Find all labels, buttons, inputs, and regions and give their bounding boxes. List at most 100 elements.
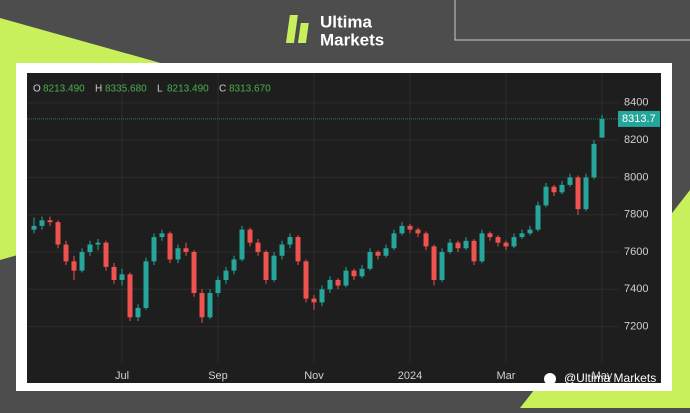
candle-body bbox=[543, 186, 549, 206]
legend-value: 8335.680 bbox=[105, 84, 147, 95]
candle-body bbox=[551, 186, 557, 193]
candle-body bbox=[279, 244, 285, 256]
candle-body bbox=[383, 248, 389, 256]
candle-body bbox=[527, 229, 533, 234]
candle-body bbox=[119, 274, 125, 280]
candle-body bbox=[247, 229, 253, 243]
candle-body bbox=[399, 225, 405, 234]
candle-body bbox=[143, 261, 149, 308]
candle-body bbox=[471, 240, 477, 262]
x-tick-label: 2024 bbox=[398, 370, 422, 382]
candle-body bbox=[87, 244, 93, 252]
plot: 7200 7400 7600 7800 8000 8200 8400 Jul Sep Nov 202… bbox=[27, 73, 660, 382]
candle-body bbox=[55, 222, 61, 245]
candle-body bbox=[303, 261, 309, 299]
candle-body bbox=[95, 242, 101, 245]
candle-body bbox=[151, 237, 157, 262]
candle-body bbox=[239, 229, 245, 260]
candle-body bbox=[31, 225, 37, 230]
candle-body bbox=[391, 233, 397, 249]
candle-body bbox=[335, 279, 341, 286]
candle-body bbox=[319, 289, 325, 303]
logo-mark bbox=[285, 15, 298, 43]
y-tick-label: 7200 bbox=[624, 320, 648, 332]
candle-body bbox=[295, 237, 301, 262]
candle-body bbox=[447, 242, 453, 252]
legend-key: C bbox=[219, 84, 226, 95]
candle-body bbox=[439, 251, 445, 280]
candle-body bbox=[215, 279, 221, 294]
candle-body bbox=[175, 248, 181, 260]
candle-body bbox=[207, 293, 213, 318]
candle-body bbox=[263, 251, 269, 280]
candle-body bbox=[159, 233, 165, 238]
x-tick-label: Jul bbox=[115, 370, 129, 382]
candle-body bbox=[271, 255, 277, 280]
y-tick-label: 7600 bbox=[624, 246, 648, 258]
candle-body bbox=[375, 251, 381, 256]
x-tick-label: May bbox=[592, 370, 613, 382]
logo-text: Ultima bbox=[320, 12, 373, 31]
last-price-tag bbox=[618, 110, 660, 127]
candle-body bbox=[311, 298, 317, 303]
watermark: @Ultima Markets bbox=[564, 371, 656, 385]
candle-body bbox=[535, 205, 541, 230]
candle-body bbox=[71, 261, 77, 271]
candle-body bbox=[231, 259, 237, 271]
candle-body bbox=[63, 244, 69, 262]
ohlc-legend: O 8213.490 H 8335.680 L 8213.490 C 8313.670 bbox=[33, 84, 271, 95]
candle-body bbox=[287, 237, 293, 245]
candle-body bbox=[559, 184, 565, 193]
candle-body bbox=[39, 220, 45, 226]
candle-body bbox=[583, 177, 589, 210]
x-tick-label: Sep bbox=[208, 370, 228, 382]
legend-value: 8213.490 bbox=[43, 84, 85, 95]
legend-key: O bbox=[33, 84, 41, 95]
candle-body bbox=[47, 220, 53, 223]
candle-body bbox=[415, 229, 421, 234]
candle-body bbox=[431, 246, 437, 280]
logo-text: Markets bbox=[320, 30, 384, 49]
candle-body bbox=[359, 268, 365, 277]
legend-key: H bbox=[95, 84, 102, 95]
candle-body bbox=[567, 177, 573, 185]
last-price-label: 8313.7 bbox=[622, 113, 656, 125]
candle-body bbox=[423, 233, 429, 247]
deco-line bbox=[454, 0, 690, 41]
candle-body bbox=[479, 233, 485, 262]
candle-body bbox=[407, 225, 413, 230]
candle-body bbox=[103, 242, 109, 267]
candle-body bbox=[351, 270, 357, 277]
y-tick-label: 7800 bbox=[624, 209, 648, 221]
candle-body bbox=[79, 251, 85, 271]
candle-body bbox=[463, 240, 469, 249]
candle-body bbox=[599, 118, 605, 138]
legend-key: L bbox=[157, 84, 163, 95]
y-tick-label: 8000 bbox=[624, 171, 648, 183]
logo-mark bbox=[297, 23, 309, 43]
candle-body bbox=[455, 242, 461, 249]
candle-body bbox=[575, 177, 581, 210]
candle-body bbox=[255, 242, 261, 252]
candle-body bbox=[127, 274, 133, 318]
candle-body bbox=[503, 242, 509, 247]
candle-body bbox=[327, 279, 333, 290]
candle-body bbox=[367, 251, 373, 269]
candle-body bbox=[223, 270, 229, 280]
candle-body bbox=[183, 248, 189, 252]
legend-value: 8213.490 bbox=[167, 84, 209, 95]
legend-value: 8313.670 bbox=[229, 84, 271, 95]
candle-body bbox=[495, 237, 501, 243]
y-tick-label: 7400 bbox=[624, 283, 648, 295]
candle-body bbox=[487, 233, 493, 238]
candle-body bbox=[111, 266, 117, 280]
y-tick-label: 8400 bbox=[624, 97, 648, 109]
candle-body bbox=[135, 307, 141, 318]
candle-body bbox=[167, 233, 173, 260]
x-tick-label: Nov bbox=[304, 370, 324, 382]
x-tick-label: Mar bbox=[497, 370, 516, 382]
candle-body bbox=[191, 251, 197, 294]
candle-body bbox=[511, 237, 517, 247]
candle-body bbox=[519, 233, 525, 238]
